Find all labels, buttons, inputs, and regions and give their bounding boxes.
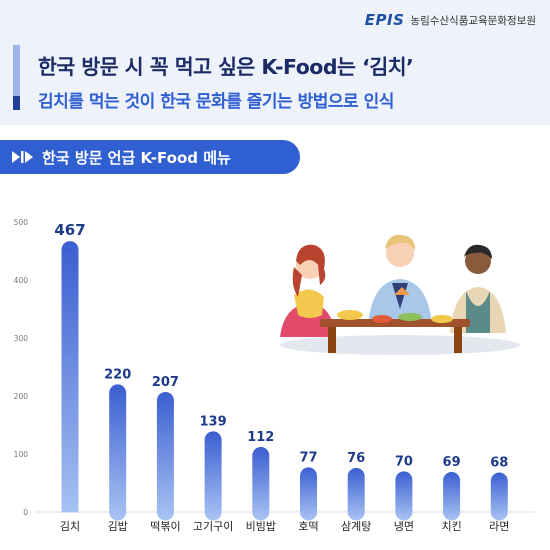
bar bbox=[204, 431, 222, 521]
bar-value-label: 112 bbox=[247, 430, 274, 445]
bar-value-label: 76 bbox=[347, 451, 365, 466]
category-label: 치킨 bbox=[441, 520, 461, 533]
y-tick-label: 200 bbox=[14, 392, 29, 401]
play-forward-icon bbox=[12, 151, 34, 163]
bar bbox=[395, 471, 413, 521]
category-label: 김밥 bbox=[108, 520, 128, 533]
y-tick-label: 0 bbox=[23, 508, 28, 517]
category-label: 떡볶이 bbox=[150, 520, 180, 533]
bar bbox=[300, 467, 317, 521]
category-label: 냉면 bbox=[394, 520, 414, 533]
y-tick-label: 100 bbox=[14, 450, 29, 459]
category-label: 고기구이 bbox=[193, 520, 233, 533]
category-label: 김치 bbox=[60, 520, 80, 533]
people-eating-illustration bbox=[280, 234, 520, 355]
section-title: 한국 방문 언급 K-Food 메뉴 bbox=[42, 148, 231, 167]
y-tick-label: 300 bbox=[14, 334, 29, 343]
bar-value-label: 207 bbox=[152, 375, 179, 390]
bar-value-label: 69 bbox=[443, 455, 461, 470]
page-subtitle: 김치를 먹는 것이 한국 문화를 즐기는 방법으로 인식 bbox=[38, 92, 394, 112]
bar-value-label: 220 bbox=[104, 367, 131, 382]
bar bbox=[61, 241, 79, 521]
bar bbox=[252, 447, 270, 521]
bar bbox=[109, 384, 127, 521]
bar bbox=[347, 467, 365, 521]
category-label: 비빔밥 bbox=[246, 520, 276, 533]
title-accent-bar bbox=[13, 45, 20, 101]
title-accent-bar-dark bbox=[13, 96, 20, 110]
bar-value-label: 70 bbox=[395, 454, 413, 469]
y-tick-label: 500 bbox=[14, 218, 29, 227]
bar-value-label: 77 bbox=[299, 450, 317, 465]
bar-value-label: 68 bbox=[490, 456, 508, 471]
section-banner: 한국 방문 언급 K-Food 메뉴 bbox=[0, 140, 300, 174]
y-tick-label: 400 bbox=[14, 276, 29, 285]
bar-value-label: 467 bbox=[54, 221, 85, 239]
bar bbox=[490, 472, 508, 521]
bar-chart: 0 100 200 300 400 500 467 김치 220 김밥 207 떡볶이 139 고기구이… bbox=[14, 218, 536, 533]
header-background bbox=[0, 0, 550, 125]
logo: EPIS 농림수산식품교육문화정보원 bbox=[365, 11, 536, 29]
bar bbox=[156, 391, 174, 521]
category-label: 삼계탕 bbox=[341, 520, 371, 533]
category-label: 라면 bbox=[489, 520, 509, 533]
bar-value-label: 139 bbox=[200, 414, 227, 429]
category-label: 호떡 bbox=[298, 520, 318, 533]
bar bbox=[443, 471, 461, 521]
logo-org-name: 농림수산식품교육문화정보원 bbox=[410, 14, 536, 27]
baseline-mask bbox=[36, 512, 536, 522]
page-title: 한국 방문 시 꼭 먹고 싶은 K-Food는 ‘김치’ bbox=[38, 55, 414, 79]
logo-mark: EPIS bbox=[364, 11, 405, 29]
